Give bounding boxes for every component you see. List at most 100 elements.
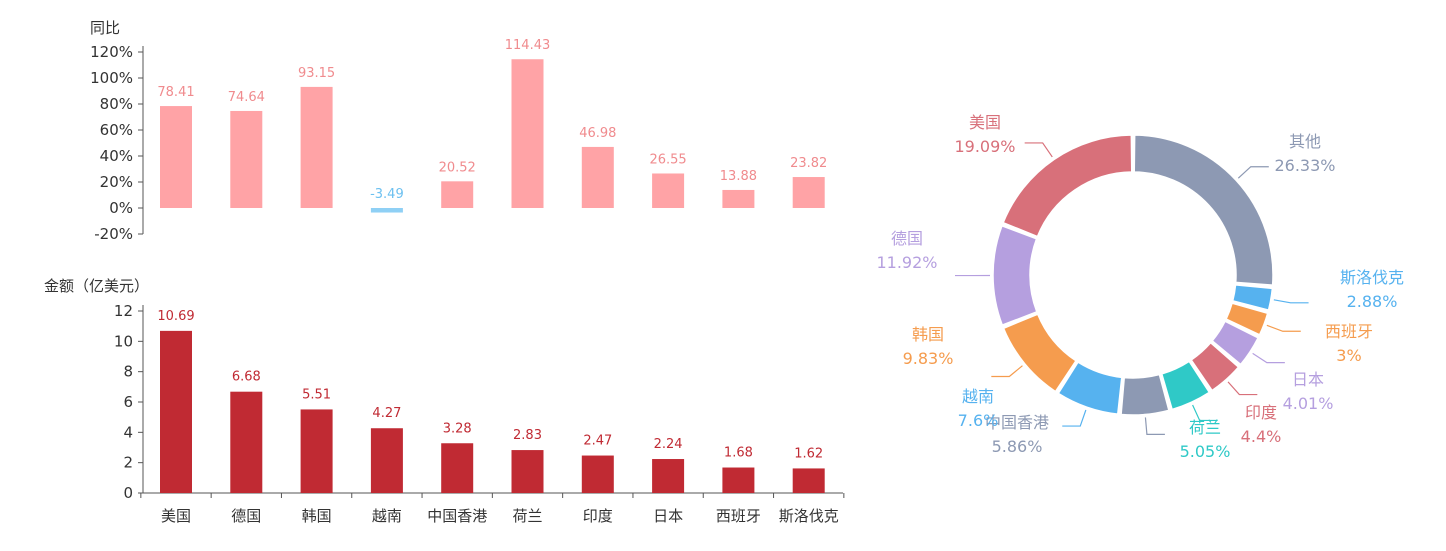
top-chart-ytick-label: 80%	[100, 95, 133, 113]
donut-slice-percent: 4.4%	[1241, 427, 1282, 446]
donut-slice	[1134, 135, 1273, 285]
bottom-chart-data-label: 3.28	[443, 421, 472, 436]
bottom-chart-bar	[582, 456, 614, 493]
bottom-chart-bar	[512, 450, 544, 493]
bottom-chart-data-label: 6.68	[232, 370, 261, 385]
donut-slice-percent: 7.6%	[958, 411, 999, 430]
donut-leader-line	[1253, 353, 1285, 362]
bottom-chart-ytick-label: 0	[123, 484, 133, 502]
donut-leader-line	[1062, 410, 1086, 426]
bottom-chart-bar	[301, 409, 333, 493]
top-chart-data-label: 74.64	[228, 90, 265, 105]
top-chart-ytick-label: 0%	[109, 199, 133, 217]
top-chart-data-label: 23.82	[790, 156, 827, 171]
bottom-chart-data-label: 2.47	[583, 434, 612, 449]
top-chart-ylabel: 同比	[90, 19, 120, 37]
bottom-chart-ytick-label: 2	[123, 454, 133, 472]
top-chart-bar	[160, 106, 192, 208]
bottom-chart-xtick-label: 德国	[231, 507, 261, 525]
bottom-chart-data-label: 2.83	[513, 428, 542, 443]
bottom-chart-xtick-label: 西班牙	[716, 507, 761, 525]
bottom-chart-bar	[371, 428, 403, 493]
donut-slice-name: 其他	[1289, 132, 1321, 151]
top-chart-bar	[371, 208, 403, 213]
donut-slice-name: 印度	[1245, 403, 1277, 422]
donut-leader-line	[991, 366, 1022, 377]
bottom-chart-bar	[652, 459, 684, 493]
top-chart-data-label: 78.41	[157, 85, 194, 100]
top-chart-data-label: 26.55	[649, 152, 686, 167]
top-chart-ytick-label: -20%	[94, 225, 133, 243]
donut-slice-percent: 19.09%	[954, 137, 1015, 156]
donut-slice-name: 西班牙	[1325, 322, 1373, 341]
top-chart-ytick-label: 120%	[90, 43, 133, 61]
donut-slice	[1004, 314, 1076, 391]
donut-slice-percent: 4.01%	[1283, 394, 1334, 413]
bottom-chart-xtick-label: 荷兰	[512, 507, 542, 525]
donut-leader-line	[1238, 167, 1269, 179]
bottom-chart-data-label: 5.51	[302, 387, 331, 402]
bottom-chart-ytick-label: 8	[123, 363, 133, 381]
bottom-chart-data-label: 1.68	[724, 446, 753, 461]
donut-slice-percent: 26.33%	[1274, 156, 1335, 175]
bottom-chart-ytick-label: 4	[123, 423, 133, 441]
donut-slice-percent: 5.05%	[1180, 442, 1231, 461]
bottom-chart-data-label: 2.24	[654, 437, 683, 452]
top-chart-data-label: -3.49	[370, 187, 404, 202]
donut-slice-name: 韩国	[912, 325, 944, 344]
bottom-chart-xtick-label: 日本	[653, 507, 683, 525]
top-chart-bar	[793, 177, 825, 208]
bottom-chart-xtick-label: 印度	[583, 507, 613, 525]
donut-slice-name: 斯洛伐克	[1340, 268, 1404, 287]
top-chart-bar	[230, 111, 262, 208]
bottom-chart-xtick-label: 斯洛伐克	[779, 507, 839, 525]
donut-slice	[1003, 135, 1132, 237]
donut-slice-percent: 3%	[1336, 346, 1361, 365]
bottom-chart-xtick-label: 美国	[161, 507, 191, 525]
bottom-chart-ytick-label: 6	[123, 393, 133, 411]
bottom-chart-bar	[722, 468, 754, 493]
top-chart-data-label: 13.88	[720, 169, 757, 184]
donut-slice-name: 日本	[1292, 370, 1324, 389]
top-chart-ytick-label: 40%	[100, 147, 133, 165]
bottom-chart-bar	[230, 392, 262, 493]
top-chart-ytick-label: 60%	[100, 121, 133, 139]
bottom-chart-data-label: 4.27	[372, 406, 401, 421]
bottom-chart-xtick-label: 越南	[372, 507, 402, 525]
bottom-chart-data-label: 10.69	[157, 309, 194, 324]
bottom-chart-xtick-label: 中国香港	[427, 507, 487, 525]
donut-slice-name: 美国	[969, 113, 1001, 132]
donut-leader-line	[1267, 325, 1301, 331]
bottom-chart-ylabel: 金额（亿美元）	[44, 277, 149, 295]
donut-leader-line	[1274, 300, 1309, 303]
top-chart-data-label: 20.52	[439, 160, 476, 175]
top-chart-data-label: 114.43	[505, 38, 551, 53]
top-chart-bar	[512, 59, 544, 208]
bottom-chart-ytick-label: 12	[114, 302, 133, 320]
top-chart-ytick-label: 100%	[90, 69, 133, 87]
top-chart-data-label: 93.15	[298, 66, 335, 81]
top-chart-data-label: 46.98	[579, 126, 616, 141]
bottom-chart-data-label: 1.62	[794, 446, 823, 461]
donut-slice-percent: 5.86%	[992, 437, 1043, 456]
bottom-chart-xtick-label: 韩国	[302, 507, 332, 525]
donut-slice-name: 越南	[962, 387, 994, 406]
donut-leader-line	[1025, 143, 1053, 157]
bottom-chart-bar	[793, 468, 825, 493]
donut-leader-line	[1228, 382, 1257, 395]
top-chart-ytick-label: 20%	[100, 173, 133, 191]
top-chart-bar	[582, 147, 614, 208]
bottom-chart-bar	[441, 443, 473, 493]
top-chart-bar	[441, 181, 473, 208]
donut-slice-percent: 2.88%	[1347, 292, 1398, 311]
donut-slice	[1121, 375, 1169, 415]
donut-leader-line	[1145, 417, 1164, 434]
top-chart-bar	[652, 173, 684, 208]
donut-slice-name: 荷兰	[1189, 418, 1221, 437]
top-chart-bar	[722, 190, 754, 208]
donut-slice-percent: 11.92%	[876, 253, 937, 272]
donut-slice-name: 德国	[891, 229, 923, 248]
top-chart-bar	[301, 87, 333, 208]
